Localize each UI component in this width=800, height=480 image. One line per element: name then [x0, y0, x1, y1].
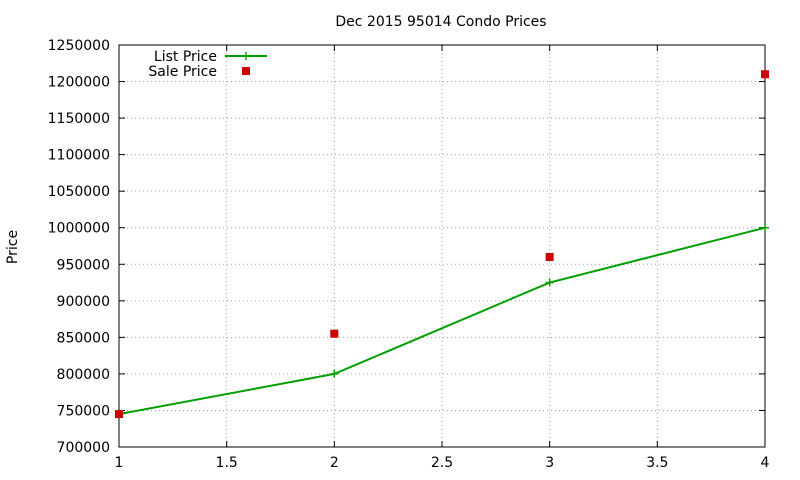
series-line-list-price: [118, 226, 766, 416]
legend-label-sale-price: Sale Price: [148, 64, 217, 80]
y-axis-label: Price: [5, 230, 21, 264]
x-tick-label: 1.5: [216, 455, 238, 471]
sale-price-point: [330, 329, 339, 338]
list-price-point: [761, 223, 769, 232]
x-tick-label: 2.5: [431, 455, 453, 471]
x-tick-label: 3.5: [646, 455, 668, 471]
sale-price-point: [115, 410, 123, 419]
y-tick-label: 800000: [57, 367, 110, 383]
y-tick-label: 750000: [57, 403, 110, 419]
y-tick-label: 850000: [57, 330, 110, 346]
x-tick-label: 1: [115, 455, 124, 471]
series-layer: [115, 70, 769, 419]
y-tick-label: 700000: [57, 440, 110, 456]
x-tick-label: 2: [330, 455, 339, 471]
grid: [119, 45, 765, 447]
y-tick-label: 1000000: [48, 221, 110, 237]
y-tick-label: 1200000: [48, 75, 110, 91]
legend-marker-sale-price: [242, 67, 250, 75]
y-tick-label: 1250000: [48, 38, 110, 54]
x-tick-label: 4: [761, 455, 770, 471]
list-price-point: [330, 369, 339, 378]
axis-ticks: 700000 750000 800000 850000 900000 950000 1000…: [48, 38, 770, 471]
y-tick-label: 950000: [57, 257, 110, 273]
chart-title: Dec 2015 95014 Condo Prices: [335, 14, 546, 30]
y-tick-label: 1150000: [48, 111, 110, 127]
y-tick-label: 1100000: [48, 148, 110, 164]
sale-price-point: [761, 70, 769, 79]
legend-label-list-price: List Price: [154, 49, 217, 65]
legend: List Price Sale Price: [148, 49, 267, 80]
list-price-point: [545, 278, 554, 287]
y-tick-label: 900000: [57, 294, 110, 310]
x-tick-label: 3: [545, 455, 554, 471]
y-tick-label: 1050000: [48, 184, 110, 200]
sale-price-point: [545, 252, 554, 261]
legend-marker-list-price: [242, 52, 250, 60]
